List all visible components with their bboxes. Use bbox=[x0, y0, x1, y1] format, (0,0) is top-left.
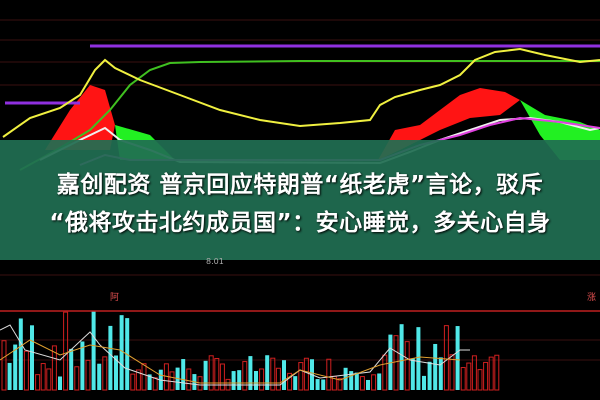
volume-bar bbox=[147, 374, 152, 390]
volume-bar bbox=[298, 362, 304, 391]
volume-bar bbox=[152, 377, 158, 391]
volume-bar bbox=[477, 369, 483, 391]
volume-bar bbox=[259, 368, 265, 391]
volume-bar bbox=[337, 378, 343, 391]
volume-bar bbox=[393, 335, 399, 391]
volume-bar bbox=[388, 334, 393, 390]
volume-bar bbox=[254, 371, 258, 390]
green-ma-line bbox=[19, 60, 600, 171]
volume-bar bbox=[443, 325, 449, 391]
headline-line-1: 嘉创配资 普京回应特朗普“纸老虎”言论，驳斥 bbox=[56, 172, 544, 198]
volume-bar bbox=[46, 368, 52, 391]
volume-bar bbox=[186, 368, 192, 391]
volume-bar bbox=[275, 367, 281, 391]
volume-bar bbox=[433, 343, 438, 390]
volume-bar bbox=[181, 359, 186, 390]
volume-bar bbox=[377, 373, 382, 390]
volume-bar bbox=[208, 355, 214, 391]
volume-bar bbox=[494, 354, 500, 391]
volume-bar bbox=[51, 345, 57, 391]
volume-bar bbox=[97, 363, 102, 390]
volume-bar bbox=[399, 324, 404, 390]
volume-bar bbox=[483, 361, 489, 391]
volume-bar bbox=[404, 341, 410, 391]
volume-bar bbox=[203, 360, 208, 390]
volume-bar bbox=[23, 350, 29, 391]
volume-bar bbox=[416, 327, 421, 390]
volume-bar bbox=[214, 357, 220, 391]
volume-bar bbox=[114, 355, 118, 390]
volume-bar bbox=[219, 363, 225, 391]
volume-bars bbox=[1, 311, 500, 391]
volume-bar bbox=[80, 341, 85, 390]
volume-bar bbox=[74, 366, 80, 391]
right-marker: 涨 bbox=[587, 293, 597, 303]
volume-bar bbox=[63, 311, 69, 391]
volume-bar bbox=[315, 379, 320, 390]
volume-bar bbox=[455, 326, 460, 390]
volume-bar bbox=[91, 311, 96, 390]
volume-bar bbox=[293, 376, 298, 390]
volume-bar bbox=[466, 362, 472, 391]
low-price-label: 8.01 bbox=[206, 257, 224, 266]
headline-banner bbox=[0, 140, 600, 260]
volume-bar bbox=[7, 362, 12, 390]
volume-bar bbox=[427, 361, 432, 390]
volume-bar bbox=[40, 363, 46, 391]
volume-bar bbox=[343, 367, 348, 390]
volume-bar bbox=[35, 374, 41, 391]
volume-bar bbox=[460, 367, 466, 391]
red-cloud-left bbox=[45, 85, 115, 150]
volume-bar bbox=[326, 358, 332, 391]
volume-bar bbox=[422, 375, 426, 390]
volume-bar bbox=[231, 371, 236, 390]
volume-bar bbox=[303, 357, 309, 391]
volume-bar bbox=[382, 354, 388, 391]
volume-bar bbox=[287, 372, 293, 391]
left-marker: 阿 bbox=[110, 293, 120, 303]
volume-ma-yellow bbox=[0, 339, 461, 384]
volume-bar bbox=[135, 369, 141, 391]
volume-bar bbox=[102, 356, 108, 391]
volume-bar bbox=[410, 358, 415, 390]
volume-bar bbox=[130, 373, 136, 391]
volume-bar bbox=[349, 371, 354, 390]
volume-bar bbox=[438, 357, 443, 390]
yellow-ma-line bbox=[2, 47, 600, 138]
volume-bar bbox=[119, 315, 124, 390]
volume-bar bbox=[449, 354, 455, 391]
volume-bar bbox=[488, 356, 494, 391]
volume-bar bbox=[1, 340, 7, 391]
volume-bar bbox=[141, 363, 147, 391]
volume-bar bbox=[30, 325, 34, 390]
volume-bar bbox=[359, 376, 365, 391]
volume-bar bbox=[321, 379, 326, 390]
volume-bar bbox=[18, 318, 23, 390]
volume-bar bbox=[85, 359, 91, 391]
headline-line-2: “俄将攻击北约成员国”：安心睡觉，多关心自身 bbox=[49, 210, 551, 236]
volume-bar bbox=[248, 356, 253, 390]
volume-bar bbox=[282, 360, 286, 390]
volume-bar bbox=[108, 325, 113, 390]
volume-bar bbox=[242, 361, 248, 391]
volume-bar bbox=[354, 372, 359, 390]
volume-ma-white bbox=[0, 324, 470, 386]
volume-bar bbox=[265, 355, 270, 390]
volume-bar bbox=[237, 370, 242, 390]
volume-bar bbox=[366, 379, 370, 390]
volume-bar bbox=[13, 344, 18, 390]
volume-bar bbox=[371, 374, 377, 391]
volume-bar bbox=[58, 376, 62, 390]
volume-bar bbox=[270, 357, 276, 391]
volume-bar bbox=[471, 355, 477, 391]
volume-bar bbox=[69, 348, 74, 390]
